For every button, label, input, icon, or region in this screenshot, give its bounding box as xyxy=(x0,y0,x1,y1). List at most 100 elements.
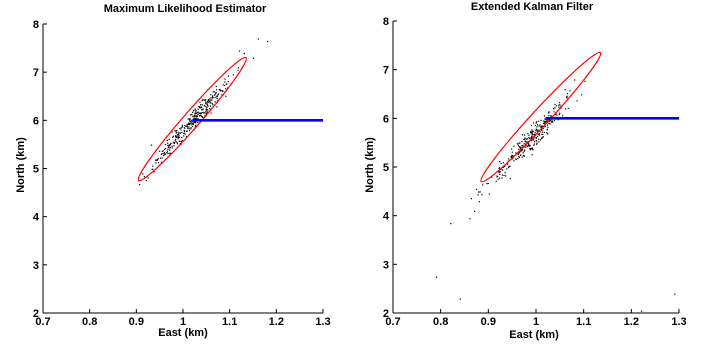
mle-point xyxy=(169,152,171,154)
mle-point xyxy=(156,158,159,160)
mle-point xyxy=(185,125,187,127)
ekf-point xyxy=(508,158,510,160)
ekf-point xyxy=(530,131,532,133)
ekf-point xyxy=(521,156,523,158)
mle-point xyxy=(174,141,176,143)
mle-point xyxy=(176,136,178,138)
ekf-point xyxy=(517,154,519,156)
ekf-point xyxy=(536,126,538,128)
mle-scatter-points xyxy=(139,38,269,186)
ekf-point xyxy=(526,141,528,144)
mle-point xyxy=(203,112,205,114)
mle-point xyxy=(171,145,173,147)
mle-point xyxy=(205,111,207,113)
mle-outlier-point xyxy=(267,40,269,43)
mle-point xyxy=(196,115,198,117)
mle-point xyxy=(169,146,171,148)
ekf-point xyxy=(547,126,549,128)
mle-point xyxy=(175,132,177,134)
ekf-point xyxy=(498,167,501,169)
mle-point xyxy=(192,123,194,125)
ekf-point xyxy=(529,148,531,150)
ekf-point xyxy=(531,154,533,156)
ekf-point xyxy=(555,113,557,115)
mle-point xyxy=(194,112,196,114)
mle-point xyxy=(159,157,162,159)
mle-point xyxy=(156,159,158,161)
ekf-point xyxy=(531,133,533,136)
mle-point xyxy=(207,99,209,102)
ekf-point xyxy=(528,137,530,139)
ekf-y-tick-label: 8 xyxy=(383,16,389,28)
mle-point xyxy=(204,99,206,101)
ekf-point xyxy=(544,118,546,120)
ekf-point xyxy=(533,138,535,140)
mle-point xyxy=(209,100,211,102)
ekf-point xyxy=(515,152,517,154)
mle-y-tick-label: 3 xyxy=(33,260,39,272)
ekf-point xyxy=(536,121,538,123)
mle-point xyxy=(216,95,218,98)
ekf-point xyxy=(553,119,555,122)
ekf-point xyxy=(478,191,480,193)
mle-point xyxy=(165,143,167,146)
ekf-point xyxy=(521,134,523,136)
ekf-point xyxy=(541,137,543,139)
mle-point xyxy=(201,100,203,102)
ekf-point xyxy=(559,112,561,114)
ekf-point xyxy=(519,142,521,144)
ekf-point xyxy=(521,144,523,146)
ekf-x-tick-label: 0.9 xyxy=(481,316,496,328)
ekf-point xyxy=(499,177,501,179)
ekf-point xyxy=(523,138,526,140)
ekf-x-tick-label: 1.1 xyxy=(576,316,591,328)
ekf-point xyxy=(497,178,499,180)
mle-point xyxy=(198,112,200,114)
mle-point xyxy=(150,144,153,146)
mle-point xyxy=(192,111,194,113)
ekf-scatter-points xyxy=(435,79,676,312)
mle-point xyxy=(163,152,166,154)
mle-point xyxy=(181,131,183,133)
mle-point xyxy=(171,131,173,133)
mle-point xyxy=(176,142,178,144)
mle-point xyxy=(192,125,194,128)
ekf-point xyxy=(500,162,502,165)
mle-point xyxy=(200,115,202,117)
ekf-point xyxy=(526,145,528,147)
mle-point xyxy=(194,118,197,120)
ekf-point xyxy=(537,129,539,131)
mle-point xyxy=(205,113,207,115)
ekf-point xyxy=(546,128,548,130)
mle-point xyxy=(215,92,217,94)
mle-point xyxy=(185,135,187,138)
ekf-point xyxy=(486,183,488,185)
ekf-point xyxy=(548,120,550,123)
ekf-point xyxy=(534,124,537,127)
ekf-point xyxy=(528,134,530,136)
mle-point xyxy=(168,145,170,147)
ekf-point xyxy=(565,108,567,110)
ekf-point xyxy=(512,155,514,157)
mle-point xyxy=(174,130,176,132)
ekf-y-tick-label: 2 xyxy=(383,308,389,320)
mle-point xyxy=(174,139,176,142)
mle-point xyxy=(164,153,166,155)
ekf-point xyxy=(527,133,529,135)
ekf-point xyxy=(543,126,545,128)
mle-point xyxy=(143,176,145,178)
mle-point xyxy=(181,125,184,127)
ekf-point xyxy=(540,126,542,128)
ekf-point xyxy=(516,143,518,145)
ekf-point xyxy=(524,137,526,139)
mle-marks xyxy=(137,38,323,186)
ekf-outlier-point xyxy=(450,223,452,225)
ekf-point xyxy=(513,145,515,147)
mle-point xyxy=(189,123,191,125)
ekf-point xyxy=(477,194,479,196)
mle-point xyxy=(206,101,208,103)
mle-point xyxy=(213,97,215,99)
mle-point xyxy=(209,105,211,107)
mle-point xyxy=(215,85,217,88)
